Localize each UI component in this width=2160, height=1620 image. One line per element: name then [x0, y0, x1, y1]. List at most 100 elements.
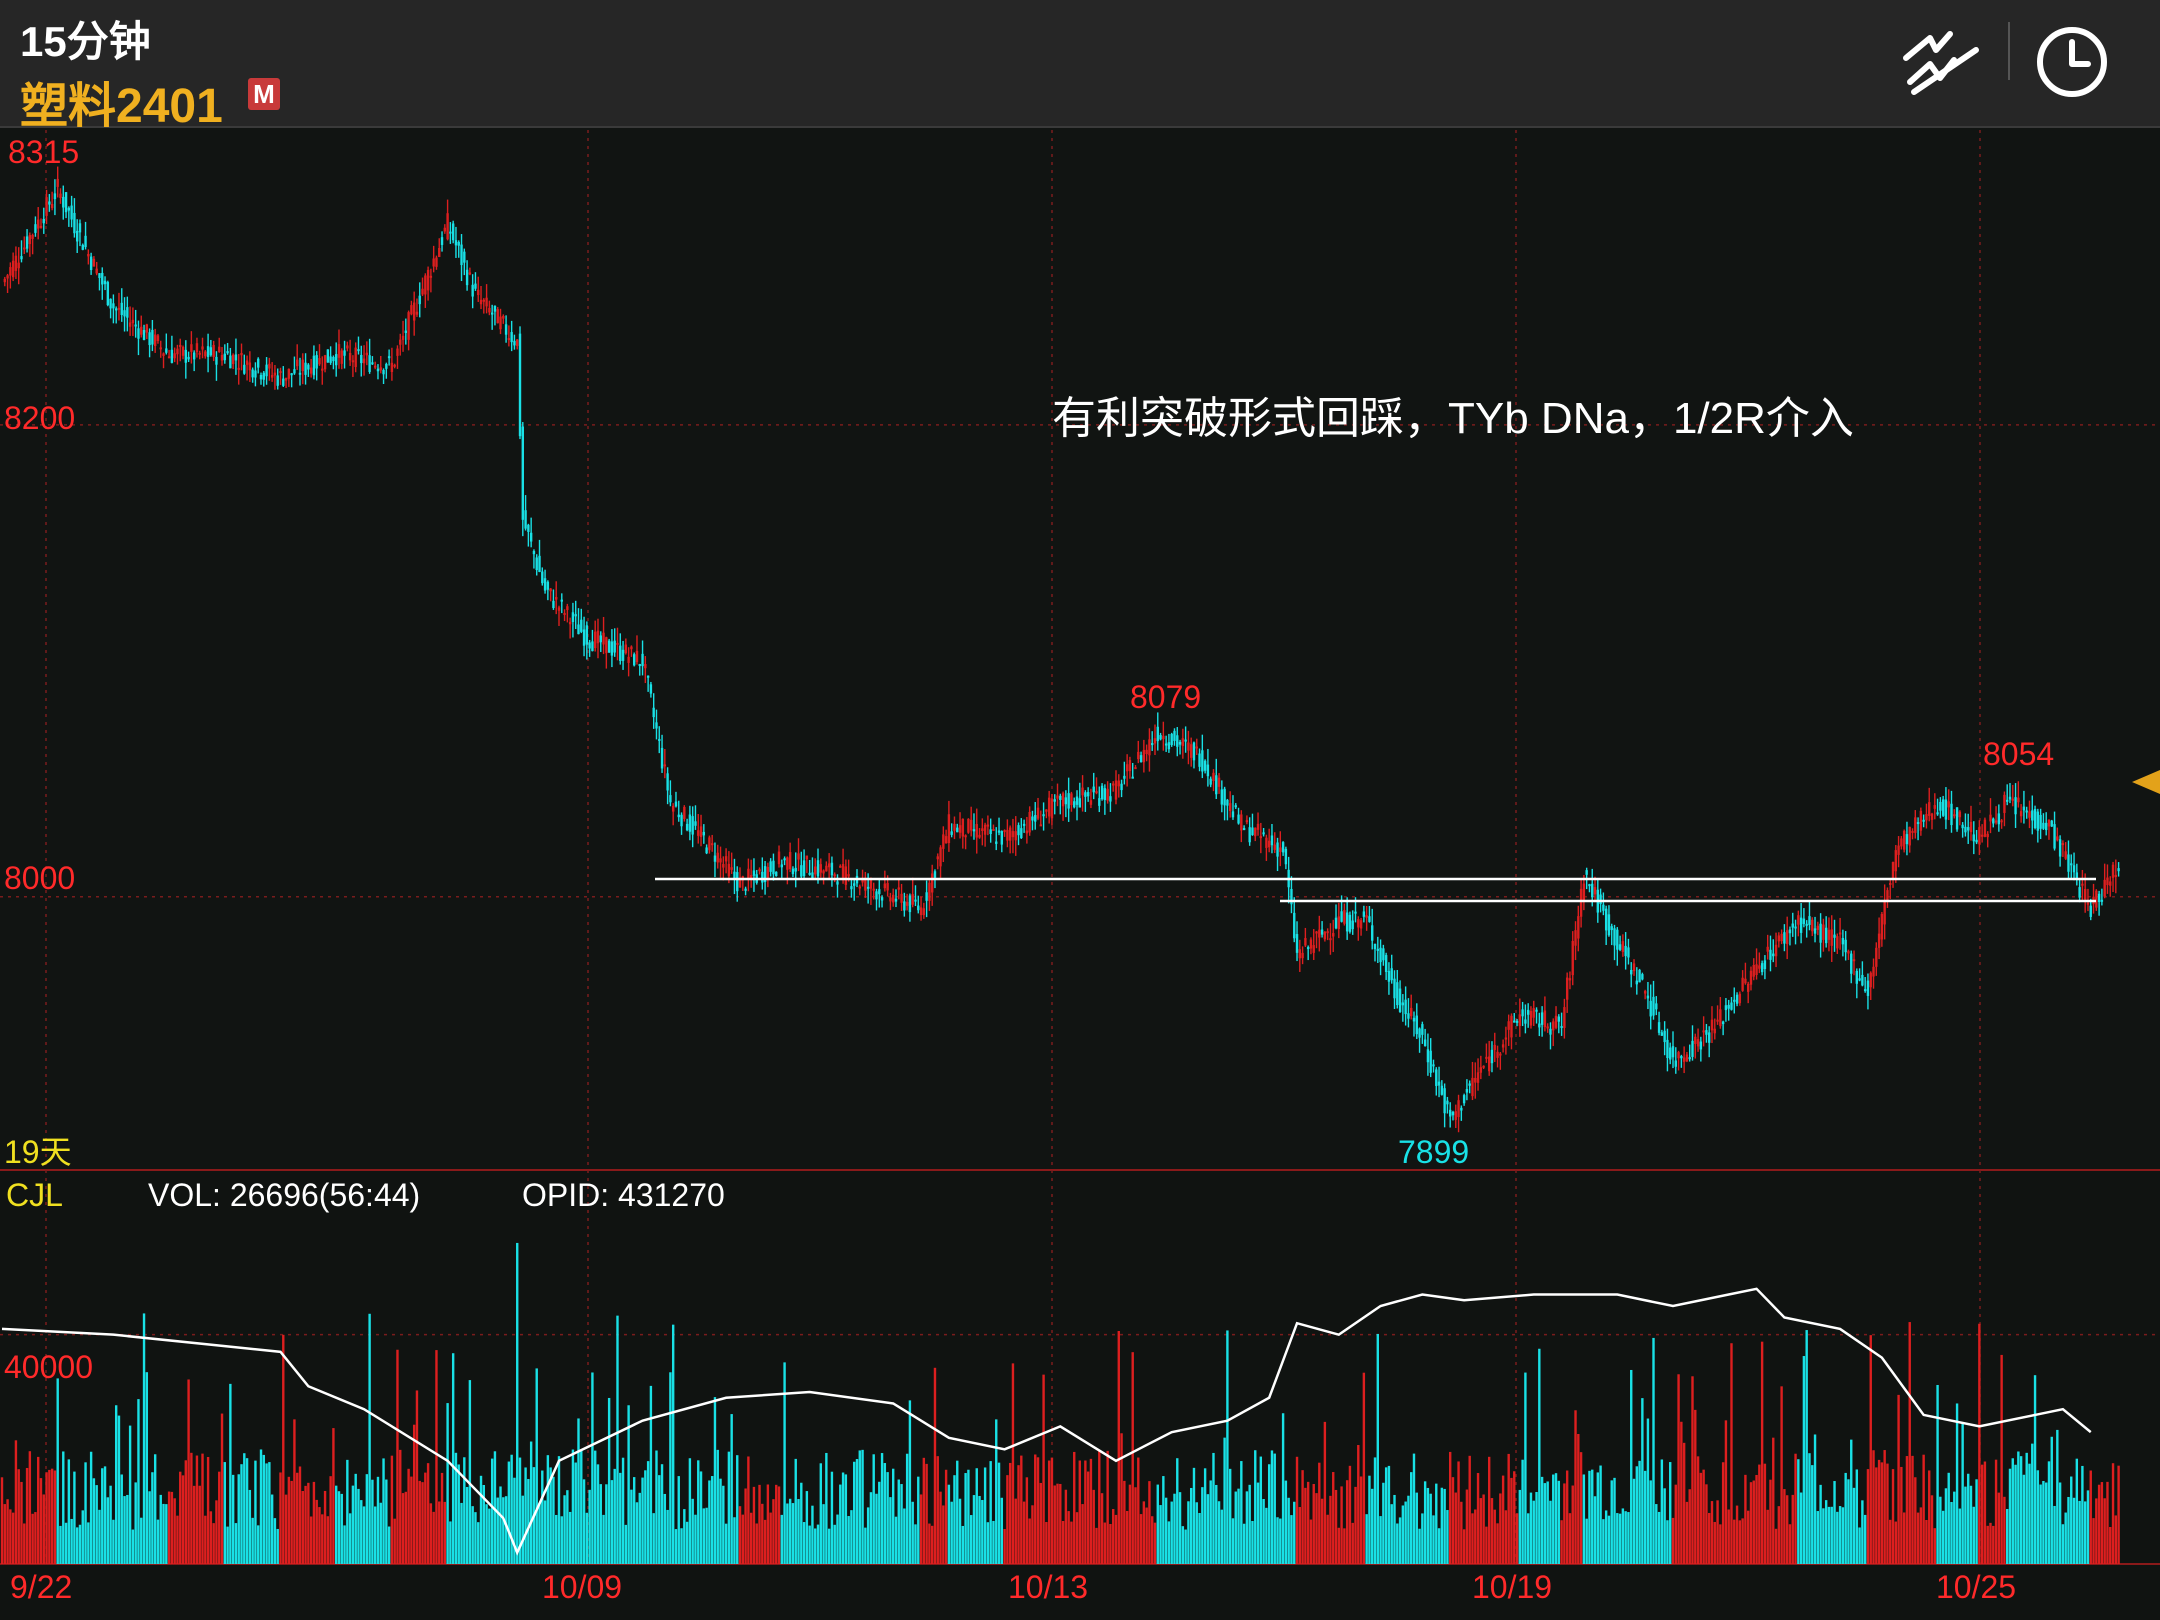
candle	[1318, 915, 1321, 952]
candle	[1869, 971, 1872, 1001]
volume-bar	[435, 1350, 438, 1564]
volume-bar	[1593, 1496, 1597, 1564]
volume-bar	[1822, 1508, 1825, 1564]
volume-bar	[1571, 1485, 1574, 1564]
candle	[1206, 748, 1210, 787]
volume-bar	[282, 1334, 285, 1564]
volume-bar	[1540, 1476, 1544, 1564]
volume-bar	[1610, 1480, 1613, 1564]
volume-bar	[1774, 1528, 1778, 1564]
candle	[87, 249, 90, 265]
volume-bar	[986, 1522, 990, 1564]
volume-bar	[1944, 1488, 1948, 1564]
candle	[1086, 787, 1090, 802]
candle	[1788, 926, 1792, 946]
chart-grid	[0, 128, 2160, 1565]
candle	[1039, 810, 1043, 827]
volume-bar	[1824, 1500, 1828, 1564]
volume-bar	[699, 1471, 703, 1564]
candle	[688, 805, 692, 841]
volume-bar	[1410, 1472, 1413, 1564]
volume-bar	[156, 1519, 160, 1564]
candle	[70, 195, 73, 228]
volume-bar	[223, 1462, 226, 1564]
volume-bar	[972, 1495, 976, 1564]
candle	[1329, 923, 1332, 955]
volume-bar	[87, 1522, 90, 1564]
volume-bar	[1785, 1495, 1789, 1564]
volume-bar	[1838, 1506, 1842, 1564]
volume-bar	[2033, 1375, 2037, 1564]
candle	[1657, 1011, 1661, 1036]
volume-bar	[1059, 1483, 1062, 1564]
candle	[309, 358, 313, 378]
volume-bar	[326, 1516, 330, 1564]
volume-bar	[953, 1475, 956, 1564]
volume-bar	[1120, 1433, 1123, 1564]
candle	[1947, 789, 1950, 821]
volume-bar	[2014, 1464, 2017, 1564]
volume-bar	[2031, 1443, 2034, 1564]
candle	[2006, 784, 2009, 806]
candle	[2078, 878, 2081, 903]
candle	[387, 349, 391, 366]
toolbar-separator	[2008, 22, 2010, 80]
volume-bar	[1869, 1335, 1872, 1564]
volume-bar	[20, 1481, 23, 1564]
volume-bar	[382, 1458, 385, 1564]
candle	[290, 372, 293, 388]
volume-bar	[1053, 1485, 1056, 1564]
candle	[343, 340, 346, 369]
volume-bar	[1604, 1510, 1608, 1564]
volume-bar	[610, 1480, 614, 1564]
volume-bar	[474, 1512, 477, 1564]
candle	[616, 627, 619, 661]
volume-bar	[621, 1457, 625, 1564]
candle	[1382, 944, 1385, 966]
clock-icon[interactable]	[2030, 20, 2114, 104]
volume-bar	[103, 1466, 107, 1564]
volume-bar	[619, 1472, 622, 1564]
volume-bar	[568, 1511, 572, 1564]
candle	[31, 233, 34, 255]
volume-bar	[889, 1497, 892, 1564]
volume-bar	[919, 1494, 923, 1564]
volume-bar	[1412, 1453, 1416, 1564]
volume-bar	[1198, 1512, 1201, 1564]
candle	[552, 589, 555, 610]
volume-bar	[802, 1522, 806, 1564]
volume-bar	[184, 1460, 188, 1564]
volume-bar	[485, 1504, 488, 1564]
volume-bar	[1482, 1494, 1485, 1564]
candle	[2100, 888, 2104, 906]
volume-bar	[1011, 1363, 1015, 1564]
candle	[649, 681, 653, 698]
candle	[783, 856, 786, 866]
volume-bar	[142, 1313, 146, 1564]
candle	[1421, 1021, 1424, 1044]
candle	[226, 342, 229, 355]
candle	[471, 274, 474, 309]
candle	[1178, 739, 1182, 755]
candle	[1855, 968, 1859, 999]
volume-bar	[1632, 1478, 1636, 1564]
drawing-tools-icon[interactable]	[1900, 20, 1984, 104]
volume-bar	[958, 1498, 962, 1564]
volume-bar	[220, 1413, 224, 1564]
candle	[1735, 992, 1739, 1007]
volume-bar	[641, 1477, 644, 1564]
candle	[1384, 952, 1388, 980]
volume-bar	[1883, 1450, 1886, 1564]
volume-bar	[1510, 1477, 1513, 1564]
candle	[1733, 987, 1736, 1014]
candle	[1098, 786, 1101, 813]
candle	[671, 803, 675, 826]
volume-bar	[1309, 1519, 1313, 1564]
period-label[interactable]: 15分钟	[20, 18, 151, 65]
volume-bar	[939, 1491, 942, 1564]
volume-bar	[594, 1450, 597, 1564]
symbol-title[interactable]: 塑料2401	[20, 80, 223, 133]
volume-bar	[418, 1480, 421, 1564]
candle	[1242, 825, 1246, 831]
volume-bar	[1014, 1498, 1017, 1564]
